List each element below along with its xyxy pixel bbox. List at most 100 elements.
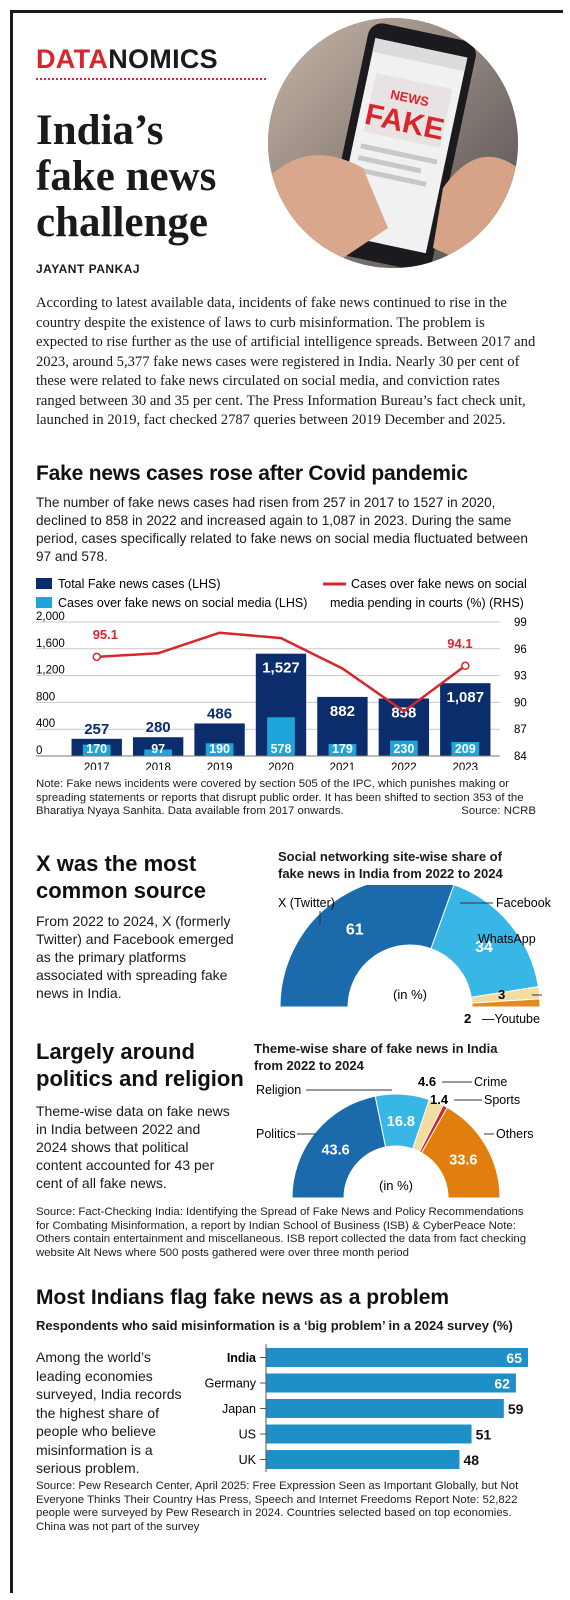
left-tick-label: 400 bbox=[36, 718, 55, 730]
survey-value-label: 51 bbox=[476, 1427, 492, 1443]
intro-paragraph: According to latest available data, inci… bbox=[36, 295, 536, 428]
bar-total-label: 257 bbox=[84, 721, 109, 738]
legend-label-social: Cases over fake news on social media (LH… bbox=[58, 596, 307, 610]
page-frame bbox=[10, 10, 563, 1593]
section1-source: Source: NCRB bbox=[461, 805, 536, 817]
bar-social bbox=[144, 749, 172, 756]
survey-value-label: 65 bbox=[506, 1350, 522, 1366]
bar-social-label: 578 bbox=[271, 742, 292, 756]
survey-bar bbox=[266, 1450, 460, 1469]
bar-social-label: 179 bbox=[332, 742, 353, 756]
right-tick-label: 90 bbox=[514, 697, 527, 709]
donut-slice-youtube bbox=[471, 998, 541, 1008]
theme-donut-chart: 43.6 16.8 33.6 (in %) Politics Religion 4.6 Cri… bbox=[256, 1074, 534, 1199]
x-tick-label: 2020 bbox=[268, 762, 294, 770]
slice-name-label: Politics bbox=[256, 1127, 296, 1141]
bar-social bbox=[205, 743, 234, 756]
platform-chart-title-line1: Social networking site-wise share of bbox=[278, 849, 502, 864]
bar-total-label: 280 bbox=[146, 719, 171, 736]
theme-chart-title-line2: from 2022 to 2024 bbox=[254, 1058, 364, 1073]
section3-title-line2: politics and religion bbox=[36, 1066, 244, 1091]
survey-category-label: UK bbox=[239, 1453, 257, 1467]
survey-value-label: 59 bbox=[508, 1401, 524, 1417]
donut-center-label: (in %) bbox=[393, 987, 427, 1002]
left-tick-label: 2,000 bbox=[36, 611, 65, 623]
platform-donut-chart: 61 34 (in %) X (Twitter) Facebook WhatsApp 3 2 —… bbox=[278, 885, 552, 1025]
slice-value-label: 33.6 bbox=[449, 1153, 477, 1169]
brand-logo: DATANOMICS bbox=[36, 44, 218, 75]
section2-text: From 2022 to 2024, X (formerly Twitter) … bbox=[36, 913, 234, 1001]
section3-note: Source: Fact-Checking India: Identifying… bbox=[36, 1206, 527, 1259]
bar-social bbox=[328, 744, 357, 756]
pending-point bbox=[461, 661, 470, 671]
headline-line3: challenge bbox=[36, 199, 208, 246]
right-tick-label: 87 bbox=[514, 724, 527, 736]
x-tick-label: 2019 bbox=[207, 762, 233, 770]
left-tick-label: 0 bbox=[36, 745, 42, 757]
slice-value-label: 16.8 bbox=[387, 1114, 415, 1130]
slice-name-label: Sports bbox=[484, 1093, 520, 1107]
brand-underline bbox=[36, 78, 266, 80]
slice-value-label: 2 bbox=[464, 1011, 471, 1025]
section4-subtitle: Respondents who said misinformation is a… bbox=[36, 1318, 513, 1333]
headline: India’s fake news challenge bbox=[36, 108, 276, 246]
donut-slice-politics bbox=[291, 1095, 387, 1199]
bar-social bbox=[267, 717, 295, 756]
section4-note: Source: Pew Research Center, April 2025:… bbox=[36, 1480, 519, 1533]
brand-part2: NOMICS bbox=[108, 44, 218, 74]
cases-chart-legend: Total Fake news cases (LHS) Cases over f… bbox=[36, 577, 527, 610]
section1-title: Fake news cases rose after Covid pandemi… bbox=[36, 462, 468, 485]
survey-category-label: US bbox=[239, 1428, 256, 1442]
x-tick-label: 2018 bbox=[145, 762, 171, 770]
right-tick-label: 99 bbox=[514, 617, 527, 629]
slice-name-label: —Youtube bbox=[482, 1012, 540, 1025]
headline-line2: fake news bbox=[36, 153, 217, 200]
survey-bar bbox=[266, 1424, 472, 1444]
donut-slice-others bbox=[420, 1106, 501, 1199]
pending-point bbox=[92, 652, 101, 662]
section4-title: Most Indians flag fake news as a problem bbox=[36, 1286, 450, 1309]
bar-social bbox=[82, 744, 111, 756]
legend-label-total: Total Fake news cases (LHS) bbox=[58, 577, 221, 591]
legend-label-pending-1: Cases over fake news on social bbox=[351, 577, 527, 591]
section4-text: Among the world’s leading economies surv… bbox=[36, 1349, 182, 1476]
bar-social-label: 209 bbox=[455, 742, 476, 756]
legend-label-pending-2: media pending in courts (%) (RHS) bbox=[330, 596, 524, 610]
x-tick-label: 2017 bbox=[84, 762, 110, 770]
section2-title-line2: common source bbox=[36, 878, 206, 903]
survey-value-label: 62 bbox=[494, 1376, 510, 1392]
right-tick-label: 96 bbox=[514, 644, 527, 656]
slice-name-label: Crime bbox=[474, 1075, 507, 1089]
bar-total-label: 882 bbox=[330, 703, 355, 720]
section3-title-line1: Largely around bbox=[36, 1039, 195, 1064]
bar-total-label: 1,087 bbox=[447, 689, 485, 706]
x-tick-label: 2023 bbox=[452, 762, 478, 770]
slice-name-label: X (Twitter) bbox=[278, 896, 335, 910]
section1-text: The number of fake news cases had risen … bbox=[36, 495, 528, 564]
brand-part1: DATA bbox=[36, 44, 109, 74]
survey-bar bbox=[266, 1399, 504, 1418]
survey-category-label: India bbox=[227, 1351, 257, 1365]
survey-bar bbox=[266, 1348, 528, 1367]
bar-total-label: 858 bbox=[391, 705, 416, 722]
headline-line1: India’s bbox=[36, 107, 164, 154]
survey-category-label: Germany bbox=[205, 1377, 257, 1391]
survey-category-label: Japan bbox=[222, 1402, 256, 1416]
platform-chart-title: Social networking site-wise share of fak… bbox=[278, 848, 548, 882]
section1-note-text: Note: Fake news incidents were covered b… bbox=[36, 778, 524, 817]
bar-social bbox=[451, 741, 480, 756]
cases-chart: Total Fake news cases (LHS) Cases over f… bbox=[36, 577, 527, 770]
slice-name-label: Facebook bbox=[496, 896, 552, 910]
slice-value-label: 61 bbox=[346, 921, 364, 938]
bar-social bbox=[390, 740, 418, 756]
theme-chart-title: Theme-wise share of fake news in India f… bbox=[254, 1040, 544, 1074]
slice-value-label: 34 bbox=[475, 939, 493, 956]
right-tick-label: 84 bbox=[514, 751, 527, 763]
bar-total-label: 486 bbox=[207, 705, 232, 722]
section1-note: Note: Fake news incidents were covered b… bbox=[36, 778, 536, 819]
slice-name-label: Religion bbox=[256, 1083, 301, 1097]
bar-social-label: 190 bbox=[209, 742, 230, 756]
section2-title-line1: X was the most bbox=[36, 851, 197, 876]
slice-value-label: 1.4 bbox=[430, 1092, 449, 1107]
slice-name-label: Others bbox=[496, 1127, 534, 1141]
